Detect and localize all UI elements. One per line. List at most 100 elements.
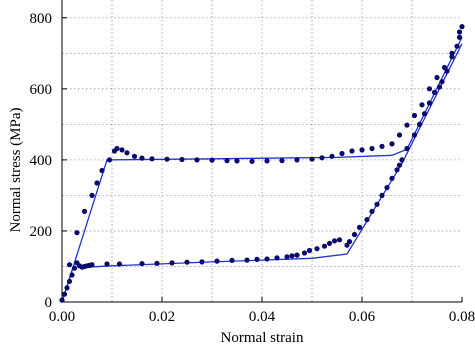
data-point <box>426 86 433 92</box>
data-point <box>94 180 100 186</box>
data-point <box>59 297 65 303</box>
data-point <box>89 192 95 198</box>
data-point <box>459 24 465 30</box>
data-point <box>431 89 438 95</box>
data-point <box>139 155 145 161</box>
data-point <box>426 100 433 106</box>
data-point <box>194 157 200 163</box>
data-point <box>456 29 463 35</box>
data-point <box>264 158 270 164</box>
data-point <box>89 262 95 268</box>
data-point <box>329 153 335 159</box>
data-point <box>441 64 448 71</box>
data-point <box>306 247 313 254</box>
data-point <box>351 231 358 238</box>
grid <box>62 0 462 302</box>
data-point <box>61 291 68 297</box>
data-point <box>374 201 380 207</box>
data-point <box>364 217 370 223</box>
data-point <box>244 257 250 263</box>
data-point <box>419 102 425 108</box>
data-point <box>81 208 88 214</box>
data-point <box>279 158 285 164</box>
y-tick-label: 0 <box>45 295 53 311</box>
data-point <box>319 155 325 161</box>
data-point <box>116 261 123 267</box>
data-point <box>389 175 395 181</box>
data-point <box>416 121 423 127</box>
data-point <box>379 143 385 149</box>
data-point <box>64 285 70 291</box>
data-point <box>199 259 205 265</box>
data-point <box>356 224 363 230</box>
x-tick-label: 0.02 <box>149 309 175 325</box>
data-point <box>309 156 315 162</box>
x-tick-label: 0.00 <box>49 309 75 325</box>
data-point <box>396 132 403 138</box>
data-point <box>74 230 80 236</box>
x-axis-title: Normal strain <box>221 330 304 346</box>
data-point <box>284 254 290 260</box>
y-tick-label: 400 <box>30 153 53 169</box>
data-point <box>69 272 75 278</box>
data-point <box>214 258 220 264</box>
data-point <box>229 257 235 263</box>
x-tick-label: 0.04 <box>249 309 276 325</box>
x-tick-label: 0.08 <box>449 309 475 325</box>
data-point <box>99 167 105 174</box>
data-point <box>104 261 110 267</box>
data-point <box>184 259 190 265</box>
data-point <box>164 156 170 162</box>
measured-points <box>59 24 465 303</box>
data-point <box>249 158 255 164</box>
data-point <box>131 153 138 159</box>
data-point <box>119 147 125 153</box>
data-point <box>421 111 428 117</box>
data-point <box>139 261 145 267</box>
data-point <box>66 278 73 284</box>
data-point <box>124 150 130 156</box>
ticks: 0.00 0.02 0.04 0.06 0.08 0 200 400 600 800 <box>30 11 475 325</box>
data-point <box>434 74 440 81</box>
data-point <box>66 262 73 268</box>
data-point <box>346 239 353 245</box>
data-point <box>149 156 155 162</box>
data-point <box>439 79 445 85</box>
data-point <box>411 112 418 119</box>
y-axis-title: Normal stress (MPa) <box>8 108 24 233</box>
data-point <box>399 157 405 163</box>
data-point <box>389 141 395 147</box>
data-point <box>209 157 215 163</box>
data-point <box>339 150 345 157</box>
data-point <box>449 50 455 56</box>
data-point <box>301 250 308 256</box>
data-point <box>369 208 375 214</box>
data-point <box>396 162 403 168</box>
data-point <box>294 252 300 258</box>
x-tick-label: 0.06 <box>349 309 376 325</box>
data-point <box>224 158 230 164</box>
data-point <box>234 158 240 164</box>
data-point <box>321 243 328 249</box>
data-point <box>394 167 400 173</box>
data-point <box>336 237 343 243</box>
data-point <box>314 246 320 252</box>
data-point <box>154 260 160 266</box>
data-point <box>294 157 300 163</box>
y-tick-label: 600 <box>30 82 53 98</box>
data-point <box>71 265 78 271</box>
data-point <box>349 148 355 154</box>
data-point <box>436 84 443 90</box>
data-point <box>384 185 390 191</box>
data-point <box>169 260 175 266</box>
y-tick-label: 200 <box>30 224 53 240</box>
y-tick-label: 800 <box>30 11 53 27</box>
data-point <box>404 122 410 128</box>
data-point <box>411 132 418 138</box>
data-point <box>331 238 338 244</box>
data-point <box>326 240 333 246</box>
data-point <box>456 34 463 40</box>
data-point <box>289 253 295 259</box>
data-point <box>106 157 113 163</box>
